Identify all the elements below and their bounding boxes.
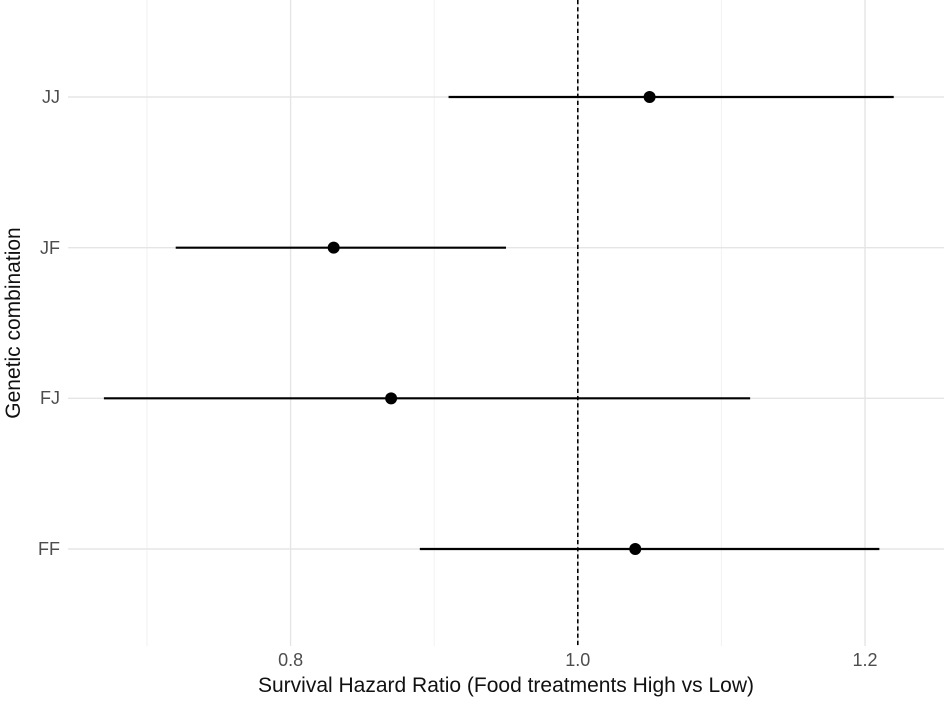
x-axis-title: Survival Hazard Ratio (Food treatments H… (257, 674, 755, 697)
point-estimate-FJ (385, 392, 398, 405)
plot-panel (68, 0, 944, 646)
point-estimate-JJ (643, 91, 656, 103)
x-tick-label-0.8: 0.8 (278, 650, 304, 670)
point-estimate-JF (327, 241, 340, 254)
y-tick-label-JJ: JJ (42, 87, 60, 107)
y-tick-label-FJ: FJ (40, 388, 60, 409)
x-tick-label-1.2: 1.2 (852, 650, 878, 670)
y-tick-label-FF: FF (38, 539, 60, 559)
y-tick-label-JF: JF (40, 237, 60, 258)
y-axis-title: Genetic combination (2, 227, 25, 419)
point-estimate-FF (629, 543, 642, 555)
x-tick-label-1.0: 1.0 (565, 650, 591, 670)
